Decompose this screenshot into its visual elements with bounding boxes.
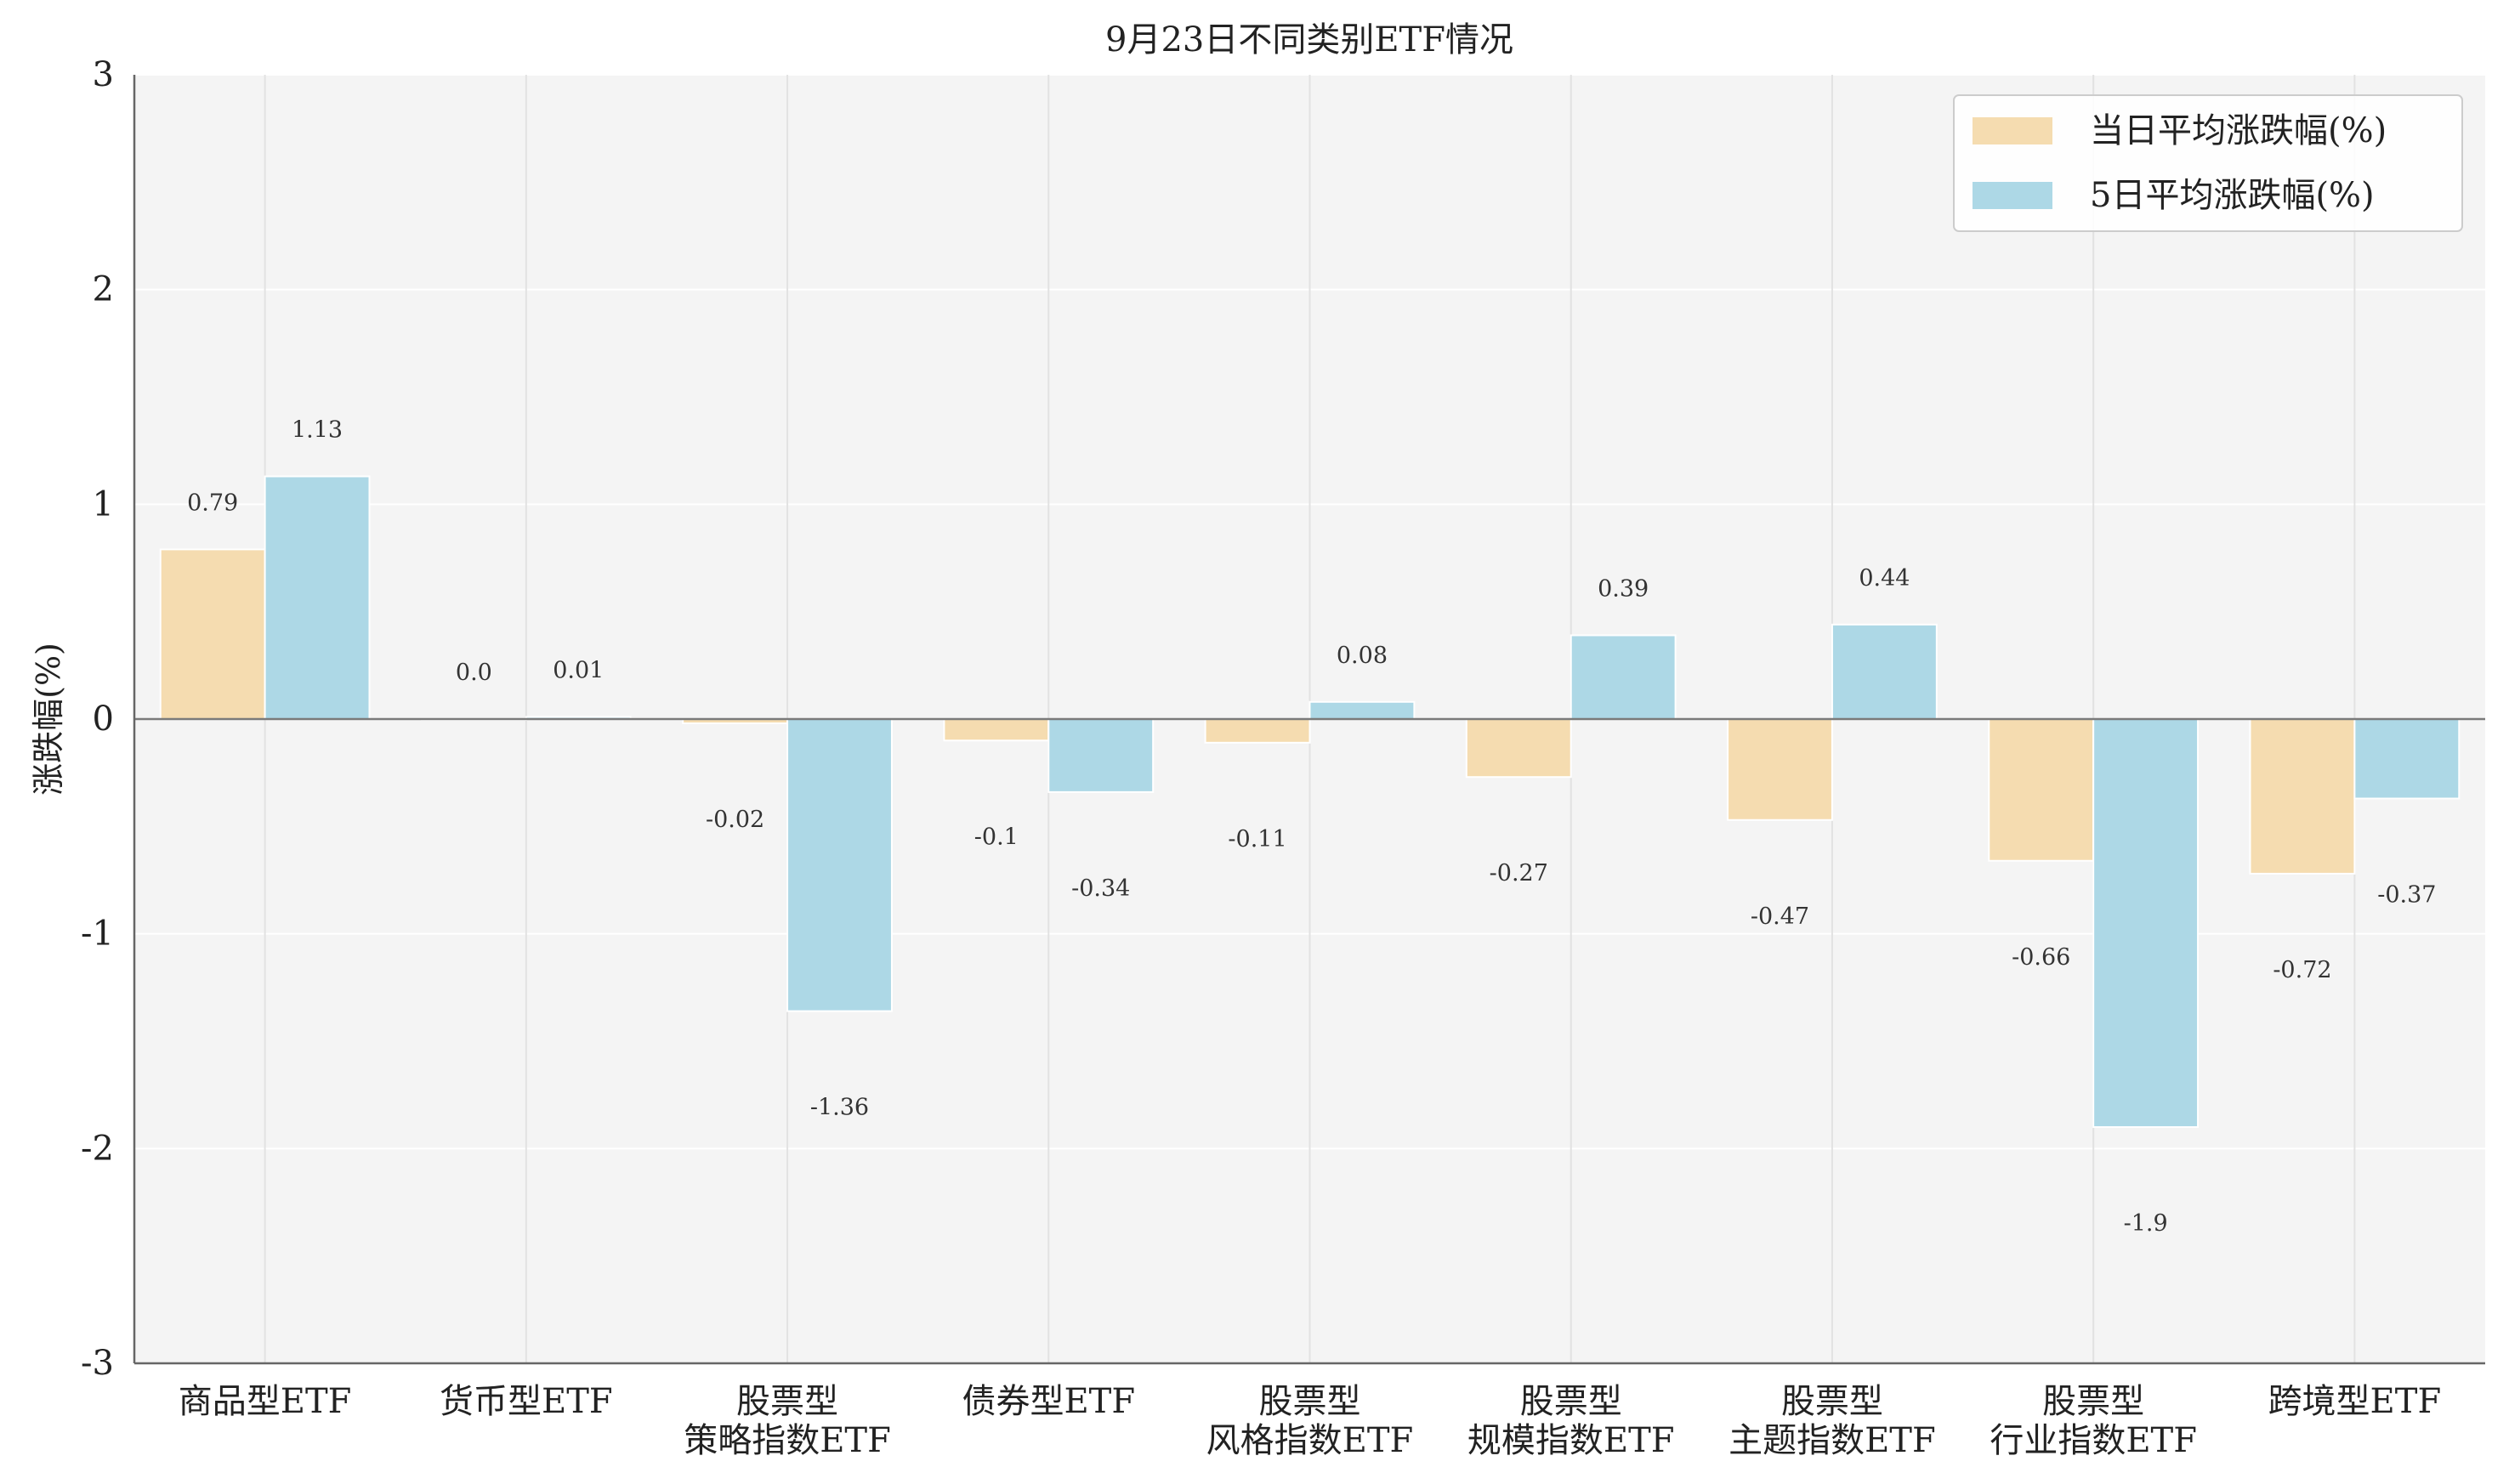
bar-s1-0 xyxy=(264,475,371,721)
data-label-s0-5: -0.27 xyxy=(1490,860,1548,886)
data-label-s1-6: 0.44 xyxy=(1859,565,1910,592)
y-tick-label-1: 2 xyxy=(93,270,114,309)
bar-s0-5 xyxy=(1465,718,1572,779)
bar-s0-7 xyxy=(1988,718,2095,862)
y-tick-label-0: 3 xyxy=(93,55,114,94)
data-label-s1-7: -1.9 xyxy=(2124,1210,2168,1237)
bar-s1-2 xyxy=(786,718,893,1012)
data-label-s1-3: -0.34 xyxy=(1071,875,1130,902)
x-tick-label-2-0: 股票型 xyxy=(736,1382,838,1421)
legend-swatch-0 xyxy=(1973,117,2052,144)
data-label-s0-6: -0.47 xyxy=(1751,903,1809,930)
data-label-s0-4: -0.11 xyxy=(1228,826,1286,852)
y-tick-label-3: 0 xyxy=(93,700,114,739)
x-tick-label-7-0: 股票型 xyxy=(2042,1382,2144,1421)
bars xyxy=(159,475,2461,1129)
data-label-s0-2: -0.02 xyxy=(706,807,764,833)
bar-s1-3 xyxy=(1047,718,1155,793)
legend-label-0: 当日平均涨跌幅(%) xyxy=(2090,111,2387,150)
legend-box xyxy=(1953,94,2463,232)
x-tick-label-6-1: 主题指数ETF xyxy=(1728,1421,1936,1460)
data-label-s0-3: -0.1 xyxy=(974,824,1019,850)
y-tick-label-5: -2 xyxy=(81,1129,114,1168)
bar-s0-3 xyxy=(943,718,1050,742)
data-label-s0-0: 0.79 xyxy=(187,490,238,516)
data-label-s1-4: 0.08 xyxy=(1337,643,1388,669)
data-label-s1-2: -1.36 xyxy=(810,1095,869,1121)
x-tick-label-4-1: 风格指数ETF xyxy=(1206,1421,1414,1460)
y-tick-label-6: -3 xyxy=(81,1344,114,1383)
x-tick-label-3-0: 债券型ETF xyxy=(962,1382,1135,1421)
bar-s1-6 xyxy=(1831,623,1938,720)
data-label-s1-1: 0.01 xyxy=(553,657,604,683)
x-tick-label-4-0: 股票型 xyxy=(1259,1382,1361,1421)
bar-s1-5 xyxy=(1570,634,1677,721)
x-tick-label-7-1: 行业指数ETF xyxy=(1990,1421,2197,1460)
bar-s0-4 xyxy=(1204,718,1311,744)
legend-swatch-1 xyxy=(1973,182,2052,209)
y-tick-label-4: -1 xyxy=(81,915,114,954)
data-labels: 0.79 0.0 -0.02 -0.1 -0.11 -0.27 -0.47 -0.66 -0.7… xyxy=(187,416,2436,1237)
x-tick-label-8-0: 跨境型ETF xyxy=(2268,1382,2442,1421)
data-label-s0-7: -0.66 xyxy=(2012,944,2070,971)
data-label-s1-5: 0.39 xyxy=(1598,575,1649,602)
chart-title: 9月23日不同类别ETF情况 xyxy=(1105,20,1513,59)
x-tick-label-5-1: 规模指数ETF xyxy=(1467,1421,1675,1460)
x-tick-label-0-0: 商品型ETF xyxy=(179,1382,352,1421)
data-label-s1-8: -0.37 xyxy=(2377,881,2436,908)
x-tick-label-1-0: 货币型ETF xyxy=(440,1382,613,1421)
bar-s1-8 xyxy=(2353,718,2461,800)
x-tick-label-2-1: 策略指数ETF xyxy=(684,1421,891,1460)
bar-s0-6 xyxy=(1727,718,1833,821)
y-axis-label: 涨跌幅(%) xyxy=(30,643,67,796)
data-label-s1-0: 1.13 xyxy=(292,416,343,443)
y-tick-label-2: 1 xyxy=(93,484,114,524)
bar-s0-8 xyxy=(2249,718,2356,875)
bar-s0-0 xyxy=(159,548,266,720)
x-tick-label-5-0: 股票型 xyxy=(1520,1382,1622,1421)
x-tick-label-6-0: 股票型 xyxy=(1781,1382,1883,1421)
legend-label-1: 5日平均涨跌幅(%) xyxy=(2090,176,2375,215)
data-label-s0-1: 0.0 xyxy=(456,660,492,686)
bar-s1-7 xyxy=(2092,718,2200,1129)
data-label-s0-8: -0.72 xyxy=(2273,957,2331,983)
legend: 当日平均涨跌幅(%) 5日平均涨跌幅(%) xyxy=(1953,94,2463,232)
bar-s1-4 xyxy=(1308,700,1416,721)
